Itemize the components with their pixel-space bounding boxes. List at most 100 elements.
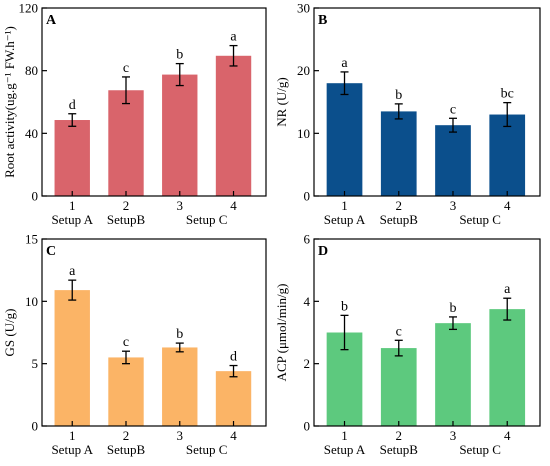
y-tick-label: 10: [297, 126, 310, 141]
x-tick-label: 4: [230, 198, 237, 213]
x-tick-label: 2: [123, 428, 130, 443]
bar-a-2: [108, 90, 144, 196]
bar-c-3: [162, 347, 198, 426]
panel-letter-b: B: [318, 13, 327, 28]
error-bar-b-1: [340, 71, 349, 96]
setup-label: Setup A: [51, 442, 93, 457]
bar-c-4: [215, 371, 252, 426]
error-bar-b-2: [394, 103, 403, 120]
plot-frame-b: [313, 7, 541, 197]
bar-a-1: [54, 120, 90, 196]
significance-label-d-4: a: [504, 282, 511, 297]
x-tick-label: 1: [69, 428, 76, 443]
setup-label: SetupB: [107, 442, 146, 457]
significance-label-b-3: c: [450, 102, 456, 117]
significance-label-c-3: b: [176, 327, 183, 342]
error-bar-d-3: [448, 316, 457, 331]
error-bar-a-1: [68, 113, 77, 127]
y-tick-label: 0: [32, 419, 39, 434]
error-bar-a-3: [175, 62, 184, 87]
x-tick-label: 2: [123, 198, 130, 213]
bar-b-3: [435, 125, 471, 196]
error-bar-a-4: [229, 44, 238, 67]
plot-frame-a: [41, 7, 267, 197]
error-bar-d-4: [503, 297, 512, 321]
x-tick-label: 1: [69, 198, 76, 213]
panel-a: d c b a 0 40 80 120 1 2 3 4 Setup A SetupB Setup C A Roo…: [2, 1, 267, 227]
bar-d-2: [380, 348, 417, 426]
y-tick-label: 4: [304, 294, 311, 309]
significance-label-d-3: b: [449, 301, 456, 316]
error-bar-c-3: [175, 342, 184, 353]
setup-label: Setup C: [459, 212, 501, 227]
x-tick-label: 2: [396, 428, 403, 443]
y-axis-label-c: GS (U/g): [2, 308, 17, 356]
error-bar-b-3: [448, 117, 457, 133]
y-axis-label-a: Root activity(ug.g⁻¹ FW.h⁻¹): [2, 26, 17, 178]
y-tick-label: 30: [297, 1, 310, 16]
panel-letter-d: D: [318, 244, 328, 259]
bar-a-3: [162, 74, 198, 196]
error-bar-a-2: [122, 76, 130, 105]
significance-label-a-4: a: [230, 30, 237, 45]
bar-c-2: [108, 357, 144, 426]
setup-label: Setup C: [459, 442, 501, 457]
x-tick-label: 4: [230, 428, 237, 443]
y-tick-label: 6: [304, 232, 311, 247]
x-tick-label: 2: [396, 198, 403, 213]
setup-label: Setup A: [324, 442, 366, 457]
bar-b-1: [326, 83, 363, 196]
error-bar-b-4: [503, 101, 512, 128]
y-tick-label: 2: [304, 356, 311, 371]
y-tick-label: 10: [25, 294, 38, 309]
setup-label: SetupB: [380, 442, 419, 457]
y-tick-label: 0: [304, 189, 311, 204]
x-tick-label: 3: [450, 428, 457, 443]
significance-label-b-4: bc: [501, 87, 514, 102]
setup-label: Setup C: [186, 212, 228, 227]
x-tick-label: 4: [504, 428, 511, 443]
significance-label-a-2: c: [123, 61, 129, 76]
plot-frame-d: [313, 238, 541, 427]
y-tick-label: 5: [32, 356, 39, 371]
setup-label: Setup C: [186, 442, 228, 457]
significance-label-d-1: b: [341, 299, 348, 314]
panel-d: b c b a 0 2 4 6 1 2 3 4 Setup A SetupB Setup C D ACP (μm…: [274, 232, 541, 457]
y-tick-label: 0: [304, 419, 311, 434]
bar-d-3: [435, 323, 471, 426]
setup-label: SetupB: [380, 212, 419, 227]
y-tick-label: 40: [25, 126, 38, 141]
x-tick-label: 1: [341, 428, 348, 443]
y-tick-label: 80: [25, 63, 38, 78]
x-tick-label: 1: [341, 198, 348, 213]
bar-b-4: [489, 114, 526, 196]
significance-label-d-2: c: [396, 324, 402, 339]
x-tick-label: 3: [450, 198, 457, 213]
y-tick-label: 20: [297, 63, 310, 78]
y-tick-label: 120: [19, 1, 39, 16]
setup-label: Setup A: [324, 212, 366, 227]
error-bar-c-2: [122, 350, 130, 365]
bar-a-4: [215, 55, 252, 197]
significance-label-c-2: c: [123, 335, 129, 350]
error-bar-d-2: [394, 339, 403, 357]
panel-c: a c b d 0 5 10 15 1 2 3 4 Setup A SetupB Setup C C GS (U…: [2, 232, 267, 457]
significance-label-a-3: b: [176, 48, 183, 63]
significance-label-b-2: b: [395, 88, 402, 103]
bar-c-1: [54, 290, 90, 426]
plot-frame-c: [41, 238, 267, 427]
y-tick-label: 0: [32, 189, 39, 204]
significance-label-a-1: d: [69, 98, 76, 113]
significance-label-c-4: d: [230, 350, 237, 365]
error-bar-c-1: [68, 279, 77, 301]
significance-label-b-1: a: [341, 56, 348, 71]
error-bar-c-4: [229, 364, 238, 378]
x-tick-label: 4: [504, 198, 511, 213]
x-tick-label: 3: [177, 198, 184, 213]
error-bar-d-1: [340, 314, 349, 351]
y-tick-label: 15: [25, 232, 38, 247]
setup-label: Setup A: [51, 212, 93, 227]
panel-letter-a: A: [46, 13, 57, 28]
